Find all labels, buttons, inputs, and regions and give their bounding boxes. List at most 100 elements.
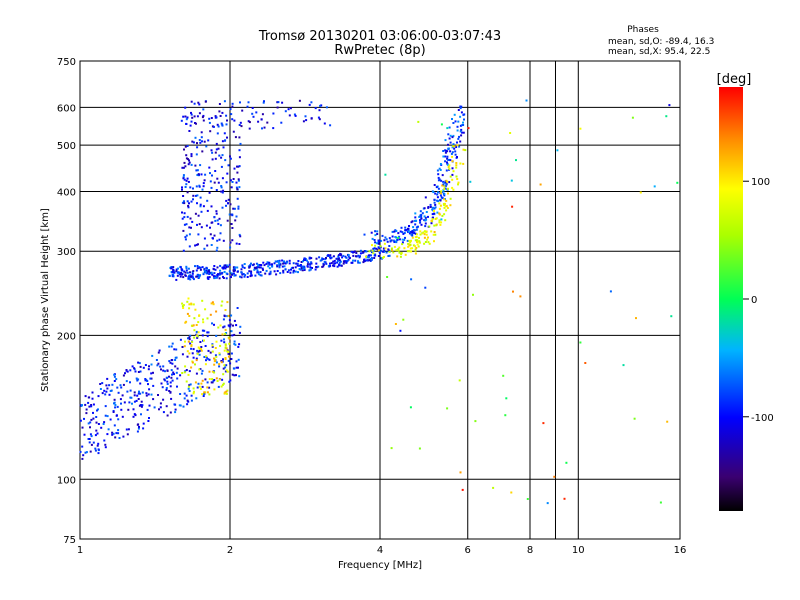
data-point — [237, 165, 240, 168]
data-point — [239, 325, 242, 328]
data-point — [434, 203, 437, 206]
data-point — [408, 232, 411, 235]
data-point — [376, 230, 379, 233]
data-point — [266, 121, 269, 124]
data-point — [220, 185, 223, 187]
data-point — [107, 428, 110, 431]
data-point — [404, 253, 407, 256]
data-point — [231, 118, 234, 121]
data-point — [230, 358, 233, 360]
data-point — [309, 268, 312, 271]
data-point — [192, 270, 195, 273]
data-point — [235, 324, 238, 327]
data-point — [219, 224, 222, 227]
data-point — [369, 260, 372, 262]
data-point — [139, 404, 142, 406]
data-point — [397, 232, 400, 235]
data-point — [175, 268, 178, 271]
data-point — [96, 409, 98, 412]
data-point — [231, 373, 234, 376]
data-point — [185, 267, 188, 270]
data-point — [186, 355, 189, 358]
data-point — [444, 205, 447, 208]
data-point — [392, 251, 395, 254]
data-point — [236, 171, 239, 174]
data-point — [235, 374, 237, 377]
data-point — [126, 433, 129, 436]
data-point — [174, 411, 177, 414]
data-point — [184, 115, 187, 118]
data-point — [221, 177, 224, 180]
data-point — [179, 404, 182, 407]
data-point — [439, 194, 442, 197]
data-point — [210, 117, 213, 119]
data-point — [235, 186, 238, 189]
data-point — [127, 428, 130, 431]
data-point — [187, 267, 190, 270]
data-point — [239, 101, 241, 104]
data-point — [298, 99, 301, 102]
data-point — [399, 255, 402, 258]
data-point — [95, 421, 98, 424]
data-point — [278, 262, 281, 265]
data-point — [239, 121, 242, 124]
data-point — [196, 142, 198, 145]
data-point — [198, 103, 201, 106]
data-point — [155, 359, 158, 361]
data-point — [299, 268, 302, 271]
colorbar — [719, 87, 743, 511]
data-point — [133, 394, 136, 397]
data-point — [240, 268, 243, 271]
data-point — [147, 383, 149, 386]
data-point — [281, 259, 284, 262]
data-point — [201, 334, 204, 337]
data-point — [246, 105, 249, 108]
data-point — [217, 125, 220, 128]
data-point — [182, 195, 185, 197]
data-point — [129, 389, 132, 392]
data-point — [146, 380, 149, 382]
data-point — [203, 179, 206, 182]
data-point — [204, 308, 207, 311]
data-point — [188, 159, 190, 162]
data-point — [408, 250, 411, 253]
data-point — [222, 382, 225, 385]
data-point — [439, 204, 442, 207]
data-point — [414, 212, 417, 215]
data-point — [199, 164, 202, 167]
data-point — [397, 237, 400, 239]
data-point — [220, 385, 223, 388]
data-point — [373, 257, 376, 259]
data-point — [211, 343, 214, 346]
data-point — [217, 385, 220, 388]
data-point — [228, 342, 231, 345]
data-point — [347, 254, 350, 256]
data-point — [460, 134, 463, 137]
data-point — [153, 406, 156, 409]
data-point — [457, 120, 460, 123]
data-point — [298, 264, 301, 267]
data-point — [195, 324, 198, 326]
data-point — [443, 188, 446, 191]
data-point — [329, 254, 332, 257]
data-point — [225, 199, 228, 202]
data-point — [208, 270, 211, 273]
data-point — [214, 170, 217, 172]
data-point — [198, 275, 201, 278]
data-point — [121, 415, 124, 418]
data-point — [183, 202, 186, 205]
data-point — [282, 262, 285, 265]
data-point — [150, 372, 153, 375]
data-point — [116, 405, 119, 408]
data-point — [451, 186, 454, 189]
data-point — [148, 388, 151, 391]
data-point — [448, 168, 451, 171]
data-point — [436, 211, 439, 214]
data-point — [430, 230, 433, 233]
data-point — [325, 106, 328, 109]
data-point — [190, 163, 193, 166]
data-point — [435, 224, 438, 227]
data-point — [190, 153, 193, 156]
data-point — [357, 261, 360, 264]
data-point — [431, 208, 434, 211]
